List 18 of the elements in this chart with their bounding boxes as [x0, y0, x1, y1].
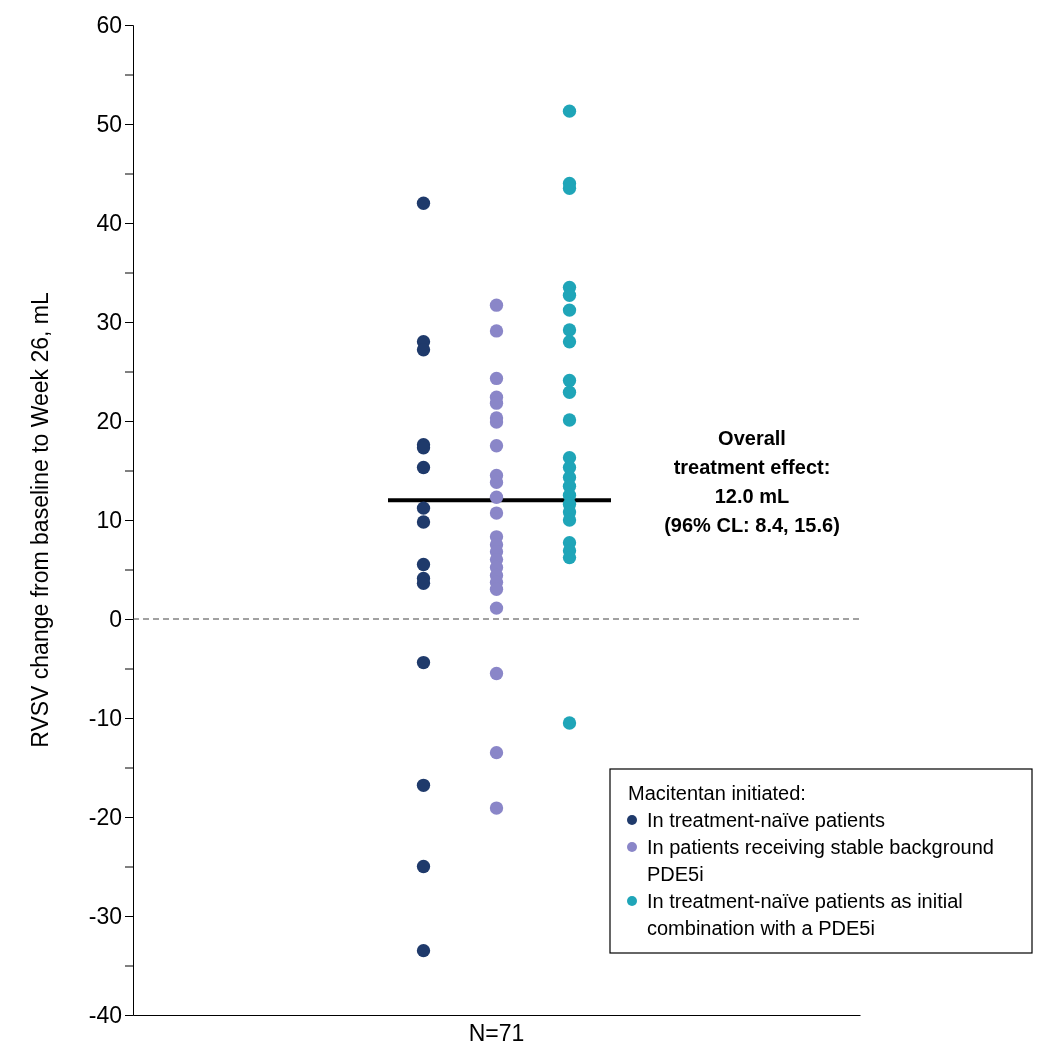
y-tick-label: 10: [96, 506, 122, 533]
y-tick-label: 20: [96, 407, 122, 434]
y-tick-label: -10: [88, 704, 122, 731]
y-tick-label: 40: [96, 209, 122, 236]
legend-label: In treatment-naïve patients: [647, 809, 885, 831]
ref-line-label: Overall treatment effect: 12.0 mL (96% CL: 8.4, 15.6): [664, 427, 840, 537]
legend-title: Macitentan initiated:: [628, 782, 806, 804]
y-tick-label: -40: [88, 1001, 122, 1028]
x-tick-label: N=71: [468, 1020, 525, 1047]
y-tick-label: 50: [96, 110, 122, 137]
y-tick-label: -30: [88, 902, 122, 929]
y-tick-label: 30: [96, 308, 122, 335]
legend-label: In treatment-naïve patients as initial combination with a PDE5i: [647, 890, 963, 939]
y-tick-label: 60: [96, 11, 122, 38]
legend-label: In patients receiving stable background PDE5i: [647, 836, 994, 885]
y-axis-title: RVSV change from baseline to Week 26, mL: [27, 292, 53, 748]
y-tick-label: -20: [88, 803, 122, 830]
y-tick-label: 0: [109, 605, 122, 632]
